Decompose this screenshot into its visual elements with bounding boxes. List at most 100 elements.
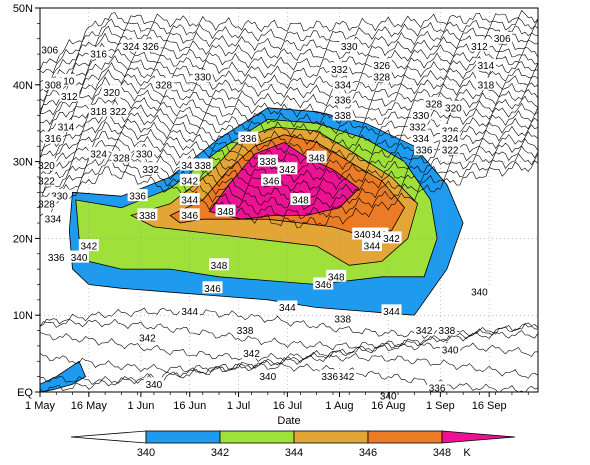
contour-label: 324 — [440, 131, 461, 145]
contour-line-south — [40, 341, 538, 374]
colorbar-label: 344 — [285, 447, 303, 459]
contour-label-text: 340 — [259, 372, 276, 383]
contour-label-text: 340 — [471, 288, 488, 299]
contour-label-bg — [36, 173, 57, 186]
contour-label-text: 342 — [80, 242, 97, 253]
contour-label: 340 — [257, 369, 278, 383]
contour-label: 338 — [192, 158, 213, 172]
contour-label: 324 — [88, 146, 109, 160]
contour-label-bg — [469, 39, 490, 52]
contour-label-bg — [371, 70, 392, 83]
contour-label-text: 330 — [51, 192, 68, 203]
contour-label-text: 338 — [259, 157, 276, 168]
filled-regions — [40, 107, 464, 392]
contour-line-north — [40, 102, 538, 158]
contour-label-text: 316 — [45, 134, 62, 145]
contour-label-bg — [140, 39, 161, 52]
contour-label-text: 344 — [383, 307, 400, 318]
contour-label-bg — [277, 162, 298, 175]
contour-label-text: 334 — [45, 215, 62, 226]
contour-label-bg — [440, 143, 461, 156]
contour-label: 348 — [290, 193, 311, 207]
contour-label: 330 — [192, 70, 213, 84]
contour-line-north — [40, 82, 538, 143]
contour-label-text: 346 — [315, 280, 332, 291]
contour-label: 340 — [69, 250, 90, 264]
contour-label: 342 — [137, 331, 158, 345]
contour-label: 338 — [332, 312, 353, 326]
contour-label-text: 322 — [38, 176, 55, 187]
contour-label: 338 — [257, 154, 278, 168]
contour-label-bg — [475, 58, 496, 71]
contour-label-text: 342 — [279, 165, 296, 176]
contour-label-bg — [469, 285, 490, 298]
contour-label-bg — [440, 131, 461, 144]
contour-label: 322 — [108, 104, 129, 118]
contour-label-text: 338 — [334, 315, 351, 326]
contour-label: 340 — [440, 342, 461, 356]
contour-label-text: 314 — [58, 123, 75, 134]
contour-label-text: 312 — [471, 42, 488, 53]
contour-line-south — [40, 362, 538, 392]
contour-label: 344 — [179, 304, 200, 318]
contour-label-bg — [241, 346, 262, 359]
contour-label-text: 346 — [370, 230, 387, 241]
contour-label: 324 — [121, 39, 142, 53]
x-tick-label: 16 Jul — [273, 400, 302, 412]
contour-label: 344 — [381, 304, 402, 318]
contour-label-text: 344 — [181, 307, 198, 318]
contour-label-bg — [88, 146, 109, 159]
contour-label-bg — [332, 108, 353, 121]
contour-label-bg — [326, 269, 347, 282]
contour-line-north — [40, 61, 538, 116]
contour-label: 334 — [410, 131, 431, 145]
contour-label-bg — [306, 150, 327, 163]
colorbar-band — [219, 430, 295, 444]
contour-label-text: 336 — [48, 253, 65, 264]
contour-label-text: 336 — [416, 146, 433, 157]
contour-label-bg — [209, 258, 230, 271]
contour-label: 336 — [46, 250, 67, 264]
contour-label-bg — [290, 193, 311, 205]
contour-label-text: 324 — [90, 149, 107, 160]
contour-label: 306 — [492, 31, 513, 45]
contour-label: 342 — [414, 323, 435, 337]
contour-label-text: 340 — [146, 380, 163, 391]
contour-label: 318 — [88, 104, 109, 118]
contour-label-text: 334 — [334, 80, 351, 91]
contour-label-text: 310 — [58, 76, 75, 87]
contour-label: 312 — [469, 39, 490, 53]
contour-label-text: 330 — [194, 73, 211, 84]
y-tick-label: 30N — [13, 157, 33, 169]
contour-label: 348 — [306, 150, 327, 164]
contour-line-north — [40, 160, 538, 229]
colorbar-label: 342 — [211, 447, 229, 459]
y-tick-label: 50N — [13, 3, 33, 15]
contour-label: 330 — [339, 39, 360, 53]
contour-label-text: 324 — [442, 134, 459, 145]
y-tick-label: 40N — [13, 80, 33, 92]
contour-label-text: 340 — [71, 253, 88, 264]
contour-label-bg — [319, 369, 340, 382]
contour-label: 312 — [59, 89, 80, 103]
contour-label-text: 344 — [181, 196, 198, 207]
contour-label-text: 308 — [45, 80, 62, 91]
contour-label-text: 318 — [90, 107, 107, 118]
contour-label-text: 336 — [429, 384, 446, 395]
contour-label-text: 346 — [263, 176, 280, 187]
contour-label-text: 348 — [308, 153, 325, 164]
contour-label: 306 — [39, 43, 60, 57]
contour-label-text: 320 — [445, 103, 462, 114]
contour-label: 314 — [475, 58, 496, 72]
contour-label-bg — [329, 62, 350, 75]
contour-label-bg — [414, 143, 435, 156]
colorbar-above-triangle — [441, 430, 516, 444]
contour-label: 332 — [140, 162, 161, 176]
contour-label-bg — [56, 120, 77, 133]
x-tick-label: 1 Sep — [426, 400, 455, 412]
contour-label-text: 338 — [237, 326, 254, 337]
contour-label: 338 — [332, 108, 353, 122]
contour-label-text: 340 — [442, 345, 459, 356]
